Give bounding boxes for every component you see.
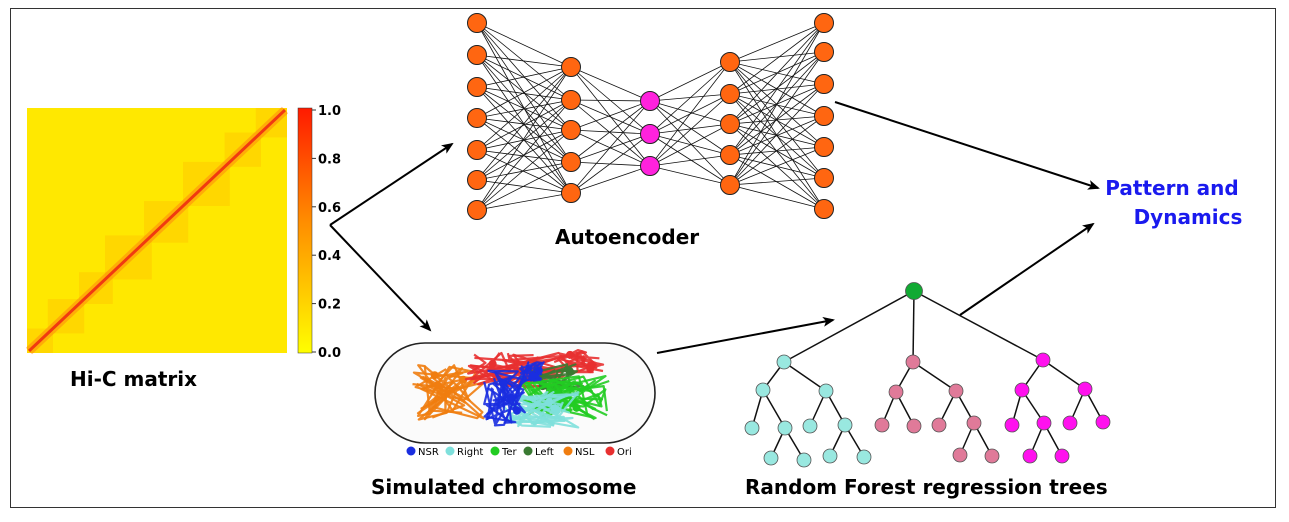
tree-node [1077, 381, 1093, 397]
autoencoder-nodes [467, 13, 834, 220]
arrow-to-autoencoder [329, 142, 454, 226]
autoencoder-node [467, 170, 487, 190]
tree-node [905, 354, 921, 370]
tree-node [1062, 415, 1078, 431]
tree-node [755, 382, 771, 398]
tree-node [776, 354, 792, 370]
tree-node [966, 415, 982, 431]
tree-node [1014, 382, 1030, 398]
tree-node [744, 420, 760, 436]
tree-node [818, 383, 834, 399]
tree-node [1004, 417, 1020, 433]
autoencoder-node [467, 108, 487, 128]
autoencoder-node [561, 183, 581, 203]
autoencoder-node [561, 152, 581, 172]
legend-label: NSR [418, 447, 439, 458]
legend-label: Right [457, 447, 483, 458]
tree-node [822, 448, 838, 464]
autoencoder-node [814, 42, 834, 62]
legend-swatch [563, 446, 573, 456]
tree-node [984, 448, 1000, 464]
forest-label: Random Forest regression trees [745, 475, 1108, 499]
result-label-line2: Dynamics [1134, 205, 1243, 229]
tree-node [906, 418, 922, 434]
result-label-line1: Pattern and [1105, 176, 1238, 200]
chromosome-legend: NSR Right Ter Left NSL Ori [406, 446, 632, 458]
arrow-chromosome-to-forest [656, 316, 835, 354]
autoencoder-node [720, 52, 740, 72]
autoencoder-node [814, 106, 834, 126]
legend-label: NSL [575, 447, 595, 458]
autoencoder-node [814, 13, 834, 33]
autoencoder-node [561, 90, 581, 110]
tree-node [1095, 414, 1111, 430]
tree-node [837, 417, 853, 433]
legend-label: Left [535, 447, 554, 458]
autoencoder-node [720, 114, 740, 134]
autoencoder-node [814, 199, 834, 219]
tree-root-node [905, 282, 923, 300]
legend-label: Ori [617, 447, 632, 458]
arrow-to-chromosome [329, 224, 432, 332]
chromosome-capsule [374, 342, 656, 444]
tree-node [948, 383, 964, 399]
colorbar-tick-label: 0.8 [318, 152, 341, 167]
hic-matrix [25, 106, 289, 355]
tree-node [931, 417, 947, 433]
colorbar-tick-label: 1.0 [318, 104, 341, 119]
colorbar: 1.0 0.8 0.6 0.4 0.2 0.0 [297, 104, 341, 361]
autoencoder-node [561, 120, 581, 140]
autoencoder-node [814, 168, 834, 188]
forest-nodes [744, 282, 1111, 468]
tree-node [1022, 448, 1038, 464]
autoencoder-edges [476, 22, 825, 211]
tree-node [796, 452, 812, 468]
autoencoder-node [467, 45, 487, 65]
forest-edges [751, 290, 1104, 461]
tree-node [952, 447, 968, 463]
autoencoder-label: Autoencoder [555, 225, 699, 249]
autoencoder-node [814, 137, 834, 157]
tree-node [1035, 352, 1051, 368]
autoencoder-node [814, 74, 834, 94]
arrow-forest-to-result [959, 222, 1095, 316]
colorbar-tick-label: 0.6 [318, 201, 341, 216]
autoencoder-node [720, 175, 740, 195]
autoencoder-node [467, 200, 487, 220]
colorbar-tick-label: 0.0 [318, 346, 341, 361]
autoencoder-node [467, 77, 487, 97]
legend-swatch [490, 446, 500, 456]
autoencoder-node [720, 145, 740, 165]
tree-node [856, 449, 872, 465]
colorbar-tick-label: 0.2 [318, 298, 341, 313]
legend-swatch [406, 446, 416, 456]
flow-arrows [329, 101, 1100, 354]
autoencoder-node [467, 13, 487, 33]
chromosome-label: Simulated chromosome [371, 475, 636, 499]
figure-frame [10, 8, 1276, 508]
tree-node [888, 384, 904, 400]
latent-node [640, 124, 660, 144]
legend-swatch [523, 446, 533, 456]
tree-node [802, 418, 818, 434]
autoencoder-node [561, 57, 581, 77]
legend-swatch [605, 446, 615, 456]
legend-label: Ter [501, 447, 518, 458]
autoencoder-node [467, 140, 487, 160]
legend-swatch [445, 446, 455, 456]
latent-node [640, 156, 660, 176]
tree-node [1036, 415, 1052, 431]
latent-node [640, 91, 660, 111]
arrow-autoencoder-to-result [834, 101, 1100, 190]
tree-node [874, 417, 890, 433]
hic-label: Hi-C matrix [70, 367, 197, 391]
tree-node [1054, 448, 1070, 464]
autoencoder-node [720, 84, 740, 104]
colorbar-tick-label: 0.4 [318, 249, 341, 264]
tree-node [777, 420, 793, 436]
tree-node [763, 450, 779, 466]
